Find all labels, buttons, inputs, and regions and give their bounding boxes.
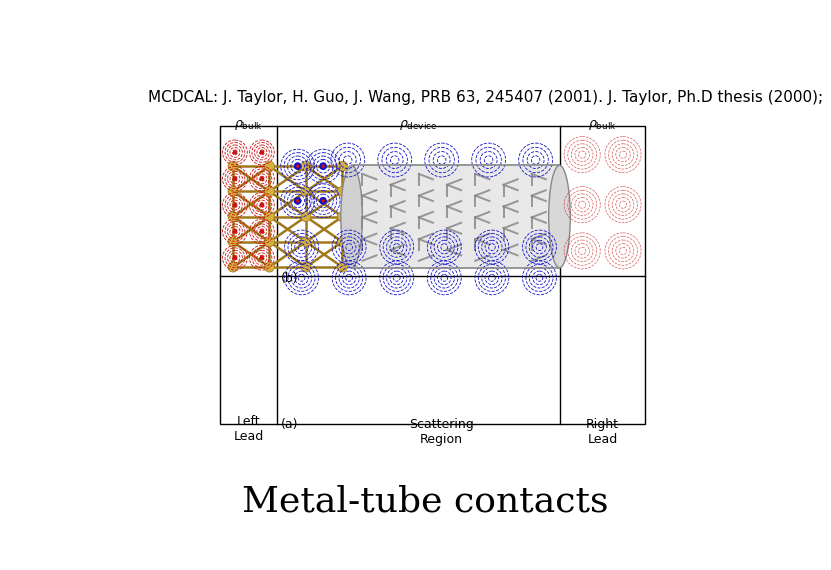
Circle shape xyxy=(301,262,311,272)
Ellipse shape xyxy=(341,165,362,268)
Circle shape xyxy=(322,199,325,202)
Text: (b): (b) xyxy=(281,272,298,286)
Text: Left
Lead: Left Lead xyxy=(234,415,263,443)
Circle shape xyxy=(233,150,237,154)
Bar xyxy=(350,165,557,268)
Text: $\rho_{\rm device}$: $\rho_{\rm device}$ xyxy=(400,119,438,132)
Circle shape xyxy=(228,211,238,222)
Circle shape xyxy=(233,229,237,234)
Circle shape xyxy=(264,211,274,222)
Circle shape xyxy=(259,255,264,260)
Circle shape xyxy=(228,262,238,272)
Circle shape xyxy=(233,203,237,207)
Circle shape xyxy=(228,161,238,171)
Text: $\rho_{\rm bulk}$: $\rho_{\rm bulk}$ xyxy=(588,119,617,132)
Circle shape xyxy=(296,165,299,168)
Circle shape xyxy=(233,177,237,181)
Text: $\rho_{\rm bulk}$: $\rho_{\rm bulk}$ xyxy=(234,119,263,132)
Text: Right
Lead: Right Lead xyxy=(586,418,619,446)
Circle shape xyxy=(337,161,347,171)
Circle shape xyxy=(233,255,237,260)
Circle shape xyxy=(228,237,238,247)
Circle shape xyxy=(322,165,325,168)
Circle shape xyxy=(259,177,264,181)
Ellipse shape xyxy=(548,165,570,268)
Circle shape xyxy=(301,186,311,197)
Circle shape xyxy=(337,211,347,222)
Circle shape xyxy=(264,161,274,171)
Circle shape xyxy=(259,150,264,154)
Circle shape xyxy=(228,186,238,197)
Circle shape xyxy=(259,229,264,234)
Circle shape xyxy=(294,162,302,170)
Circle shape xyxy=(319,197,327,205)
Circle shape xyxy=(301,211,311,222)
Text: (a): (a) xyxy=(281,418,298,431)
Circle shape xyxy=(296,199,299,202)
Circle shape xyxy=(337,262,347,272)
Circle shape xyxy=(301,237,311,247)
Circle shape xyxy=(337,186,347,197)
Circle shape xyxy=(264,262,274,272)
Text: Scattering
Region: Scattering Region xyxy=(410,418,474,446)
Circle shape xyxy=(301,161,311,171)
Text: MCDCAL: J. Taylor, H. Guo, J. Wang, PRB 63, 245407 (2001). J. Taylor, Ph.D thesi: MCDCAL: J. Taylor, H. Guo, J. Wang, PRB … xyxy=(148,90,824,105)
Circle shape xyxy=(264,237,274,247)
Text: Metal-tube contacts: Metal-tube contacts xyxy=(243,484,609,518)
Circle shape xyxy=(264,186,274,197)
Circle shape xyxy=(319,162,327,170)
Circle shape xyxy=(294,197,302,205)
Circle shape xyxy=(259,203,264,207)
Bar xyxy=(220,126,645,424)
Circle shape xyxy=(337,237,347,247)
